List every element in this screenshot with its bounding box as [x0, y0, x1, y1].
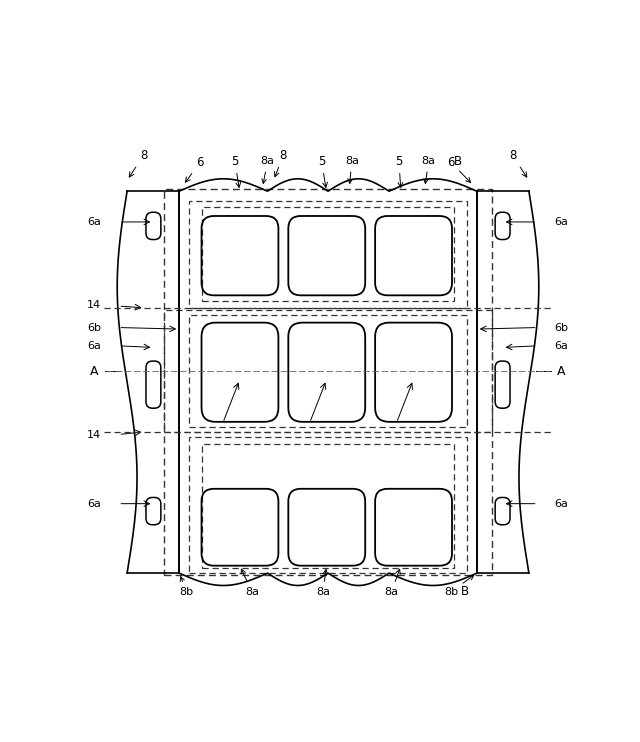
Text: 6: 6 [186, 156, 204, 182]
Bar [164, 189, 492, 575]
Text: 8: 8 [129, 149, 147, 177]
Bar [189, 315, 467, 427]
Text: 5: 5 [318, 155, 328, 188]
Text: 8a: 8a [260, 157, 275, 183]
Text: 6a: 6a [88, 217, 101, 227]
Text: 6b: 6b [555, 323, 569, 332]
Bar [189, 201, 467, 308]
Text: 8: 8 [509, 149, 527, 177]
Text: 6a: 6a [88, 499, 101, 509]
Text: 8a: 8a [316, 570, 330, 597]
Text: A: A [557, 365, 566, 378]
Text: B: B [454, 155, 462, 168]
Text: A: A [90, 365, 99, 378]
Text: 6a: 6a [555, 217, 568, 227]
Bar [164, 310, 492, 432]
Bar [189, 437, 467, 573]
Text: 6a: 6a [555, 499, 568, 509]
Text: 8a: 8a [345, 157, 359, 183]
Text: 8b: 8b [180, 577, 194, 597]
Text: 14: 14 [87, 430, 101, 440]
Text: B: B [461, 585, 470, 599]
Text: 6: 6 [447, 156, 470, 183]
Text: 5: 5 [396, 155, 403, 187]
Text: 14: 14 [87, 301, 101, 310]
Text: 6b: 6b [87, 323, 101, 332]
Text: 5: 5 [231, 155, 241, 188]
Text: 6a: 6a [88, 341, 101, 351]
Text: 8b: 8b [444, 575, 474, 597]
Bar [202, 444, 454, 568]
Bar [202, 207, 454, 301]
Text: 8a: 8a [422, 157, 436, 183]
Text: 8a: 8a [385, 569, 400, 597]
Text: 8a: 8a [241, 569, 259, 597]
Text: 6a: 6a [555, 341, 568, 351]
Text: 8: 8 [275, 149, 287, 177]
